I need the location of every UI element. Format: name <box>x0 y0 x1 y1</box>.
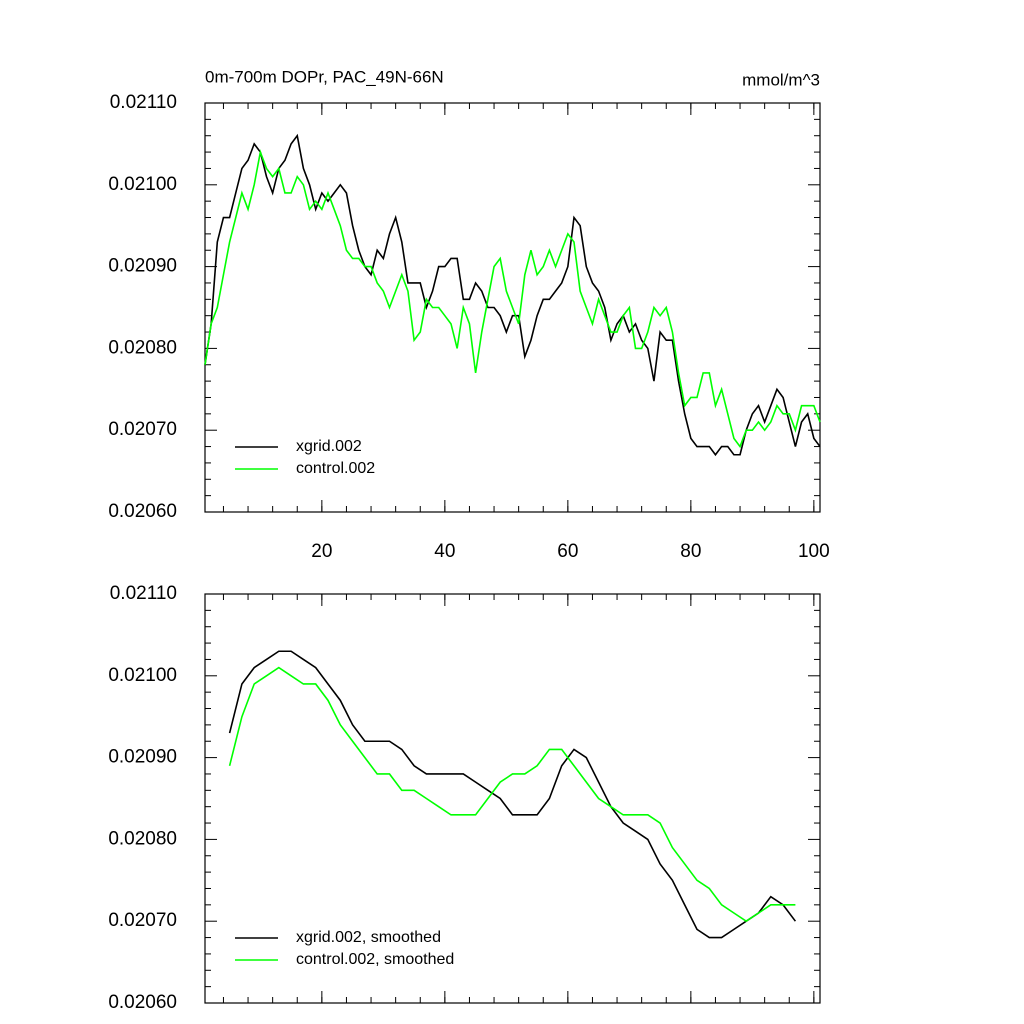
chart-title: 0m-700m DOPr, PAC_49N-66N <box>205 67 444 86</box>
y-tick-label: 0.02110 <box>110 92 177 113</box>
y-tick-label: 0.02080 <box>108 337 177 358</box>
y-tick-label: 0.02110 <box>110 583 177 604</box>
y-tick-label: 0.02090 <box>108 747 177 768</box>
y-tick-label: 0.02080 <box>108 828 177 849</box>
y-tick-label: 0.02070 <box>108 419 177 440</box>
plot-frame <box>204 593 821 1004</box>
legend-label: xgrid.002 <box>296 438 362 455</box>
series-line <box>228 666 796 923</box>
x-tick-label: 100 <box>798 541 830 562</box>
x-tick-label: 60 <box>557 541 578 562</box>
x-tick-label: 40 <box>434 541 455 562</box>
series-line <box>204 133 821 457</box>
x-tick-label: 80 <box>680 541 701 562</box>
y-tick-label: 0.02100 <box>108 665 177 686</box>
y-tick-label: 0.02090 <box>108 256 177 277</box>
legend-label: xgrid.002, smoothed <box>296 929 441 946</box>
series-line <box>204 149 821 449</box>
units-label: mmol/m^3 <box>742 70 820 89</box>
x-tick-label: 20 <box>311 541 332 562</box>
plot-frame <box>204 102 821 513</box>
y-tick-label: 0.02060 <box>108 992 177 1013</box>
legend-label: control.002, smoothed <box>296 951 454 968</box>
y-tick-label: 0.02070 <box>108 910 177 931</box>
legend-label: control.002 <box>296 460 375 477</box>
y-tick-label: 0.02060 <box>108 501 177 522</box>
series-line <box>228 650 797 939</box>
y-tick-label: 0.02100 <box>108 174 177 195</box>
